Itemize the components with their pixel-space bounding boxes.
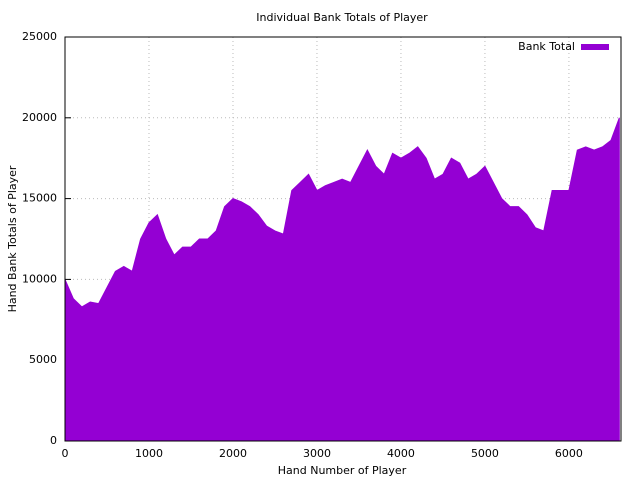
x-tick-label: 5000 <box>471 447 499 460</box>
x-tick-label: 1000 <box>135 447 163 460</box>
x-tick-label: 3000 <box>303 447 331 460</box>
y-tick-label: 0 <box>50 434 57 447</box>
y-axis-label: Hand Bank Totals of Player <box>6 165 19 312</box>
y-tick-label: 20000 <box>22 111 57 124</box>
x-tick-label: 4000 <box>387 447 415 460</box>
x-tick-label: 2000 <box>219 447 247 460</box>
y-tick-label: 10000 <box>22 272 57 285</box>
y-tick-label: 25000 <box>22 30 57 43</box>
y-tick-label: 5000 <box>29 353 57 366</box>
x-tick-label: 6000 <box>555 447 583 460</box>
legend-label: Bank Total <box>518 40 575 53</box>
plot-frame <box>64 36 622 442</box>
x-axis-label: Hand Number of Player <box>278 464 407 477</box>
x-tick-label: 0 <box>62 447 69 460</box>
area <box>64 117 620 442</box>
y-tick-label: 15000 <box>22 192 57 205</box>
legend-swatch <box>581 44 609 50</box>
chart-title: Individual Bank Totals of Player <box>256 11 428 24</box>
